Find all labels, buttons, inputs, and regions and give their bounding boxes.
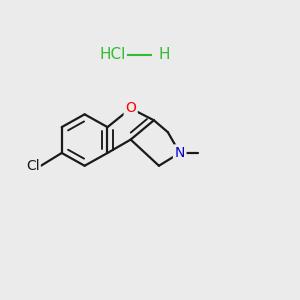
- Text: N: N: [175, 146, 185, 160]
- Text: HCl: HCl: [100, 47, 126, 62]
- Text: H: H: [159, 47, 170, 62]
- Text: O: O: [125, 101, 136, 116]
- Text: Cl: Cl: [26, 159, 39, 173]
